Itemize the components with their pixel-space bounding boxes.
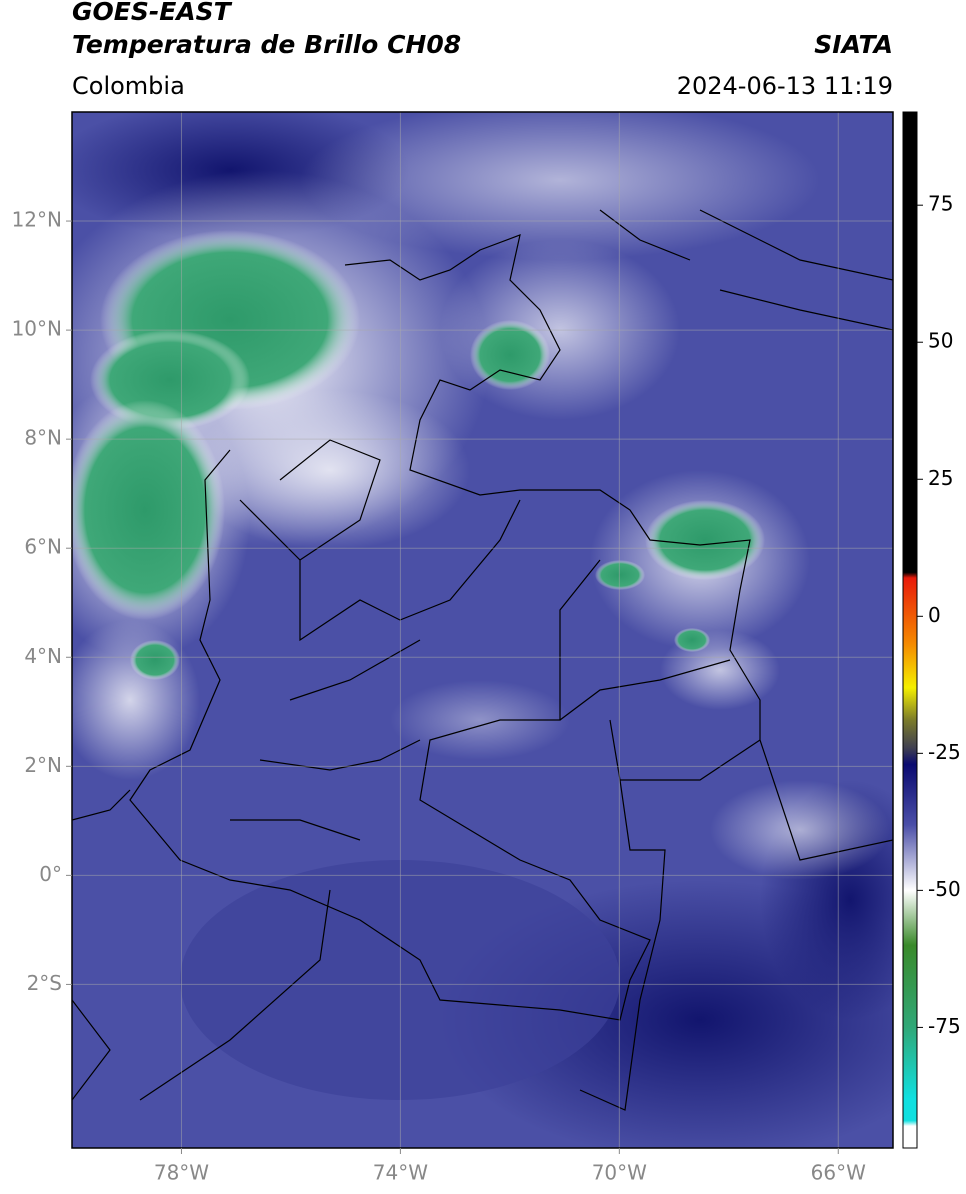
y-tick-label: 2°S [27,971,62,995]
y-tick-label: 10°N [12,317,62,341]
subtitle: Temperatura de Brillo CH08 [72,30,461,59]
colorbar-tick-label: 0 [928,603,941,627]
x-tick-label: 78°W [154,1161,209,1185]
y-tick-label: 8°N [24,426,62,450]
colorbar-tick-label: -50 [928,877,961,901]
title: GOES-EAST [72,0,233,26]
colorbar-tick-label: -75 [928,1014,961,1038]
graticule [72,112,893,1148]
y-tick-label: 4°N [24,644,62,668]
source: SIATA [814,30,893,59]
region: Colombia [72,72,185,100]
x-tick-label: 74°W [373,1161,428,1185]
satellite-image [72,112,893,1148]
x-tick-label: 70°W [592,1161,647,1185]
timestamp: 2024-06-13 11:19 [677,72,893,100]
colorbar-tick-label: 75 [928,192,953,216]
y-tick-label: 0° [39,862,62,886]
colorbar-tick-label: -25 [928,740,961,764]
colorbar [902,111,918,1149]
y-tick-label: 2°N [24,753,62,777]
y-tick-label: 12°N [12,208,62,232]
colorbar-tick-label: 25 [928,466,953,490]
colorbar-tick-label: 50 [928,329,953,353]
y-tick-label: 6°N [24,535,62,559]
map-frame [71,111,894,1149]
x-tick-label: 66°W [811,1161,866,1185]
